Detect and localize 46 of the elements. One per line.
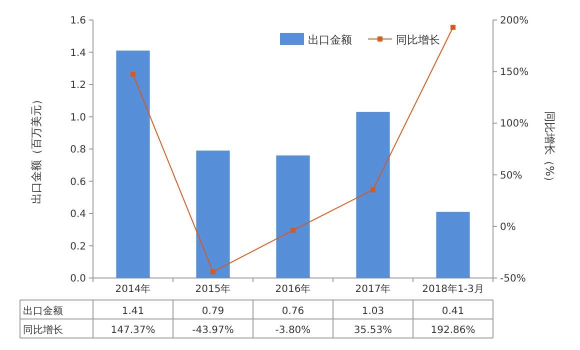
- x-tick-label: 2017年: [355, 283, 391, 295]
- data-label: 192.86%: [430, 325, 476, 336]
- y2-tick-label: 100%: [500, 118, 529, 130]
- y2-tick-label: 200%: [500, 16, 529, 26]
- y2-tick-label: 50%: [500, 170, 522, 182]
- data-label: 0.76: [282, 306, 304, 317]
- x-tick-label: 2018年1-3月: [422, 283, 484, 295]
- data-label: 0.79: [202, 306, 224, 317]
- y-tick-label: 0.2: [70, 241, 86, 252]
- point: [130, 72, 136, 77]
- data-label: 1.03: [362, 306, 384, 317]
- data-label: 1.41: [122, 306, 144, 317]
- y-tick-label: 0.8: [70, 144, 86, 156]
- y2-tick-label: -50%: [500, 274, 526, 284]
- point: [210, 269, 216, 274]
- y-tick-label: 1.4: [70, 48, 86, 59]
- x-tick-label: 2014年: [115, 283, 151, 295]
- y-axis-title: 出口金额（百万美元）: [30, 94, 43, 204]
- legend-label: 出口金额: [308, 34, 352, 46]
- y2-axis-title: 同比增长（%）: [543, 110, 556, 188]
- y-tick-label: 0.4: [70, 209, 86, 220]
- point: [450, 24, 456, 30]
- bar: [196, 150, 230, 278]
- bar: [276, 155, 310, 278]
- data-label: -43.97%: [192, 325, 234, 336]
- y-tick-label: 1.6: [70, 16, 86, 26]
- bar: [116, 50, 150, 278]
- data-label: 35.53%: [354, 325, 392, 336]
- bar: [436, 212, 470, 278]
- text: 同比增长: [23, 325, 63, 336]
- y-tick-label: 1.0: [70, 112, 86, 124]
- data-label: 147.37%: [110, 325, 156, 336]
- bar: [356, 112, 390, 278]
- y-tick-label: 0.6: [70, 176, 86, 188]
- point: [290, 228, 296, 233]
- y-tick-label: 0.0: [70, 274, 86, 284]
- y2-tick-label: 150%: [500, 67, 529, 78]
- point: [370, 187, 376, 192]
- x-tick-label: 2016年: [275, 283, 311, 295]
- y2-tick-label: 0%: [500, 222, 516, 233]
- x-tick-label: 2015年: [195, 283, 231, 295]
- legend-label: 同比增长: [396, 34, 440, 46]
- data-label: -3.80%: [275, 325, 311, 336]
- data-label: 0.41: [442, 306, 464, 317]
- text: 出口金额: [23, 306, 63, 317]
- y-tick-label: 1.2: [70, 80, 86, 91]
